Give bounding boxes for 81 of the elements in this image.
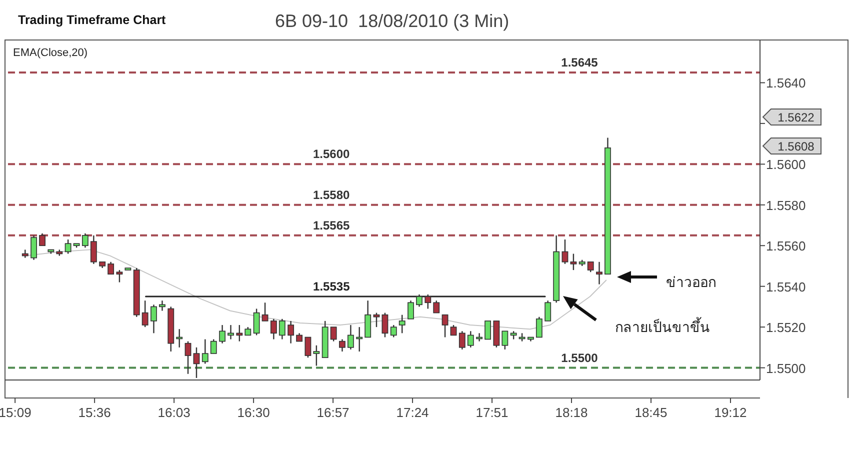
candlestick xyxy=(193,346,200,379)
text: 1.5622 xyxy=(778,110,815,124)
ref-line-label: 1.5565 xyxy=(313,218,350,232)
candlestick xyxy=(39,232,46,246)
ref-line-label: 1.5645 xyxy=(561,56,598,70)
candlestick xyxy=(64,238,72,254)
candlestick xyxy=(90,234,97,265)
ref-line-label: 1.5580 xyxy=(313,188,350,202)
candlestick xyxy=(587,261,594,273)
candlestick xyxy=(347,324,354,350)
candlestick xyxy=(278,318,286,340)
y-tick-label: 1.5600 xyxy=(766,157,806,172)
x-tick-label: 17:51 xyxy=(476,405,508,420)
annotation: ข่าวออก xyxy=(666,275,716,291)
x-tick-label: 16:03 xyxy=(158,405,190,420)
candlestick xyxy=(502,330,508,350)
candlestick xyxy=(450,324,457,336)
chart-subtitle: 6B 09-10 18/08/2010 (3 Min) xyxy=(275,11,510,31)
candlestick xyxy=(570,253,577,271)
candlestick xyxy=(330,326,337,342)
x-tick-label: 19:12 xyxy=(714,405,747,420)
candlestick xyxy=(596,261,602,285)
candlestick xyxy=(288,320,294,344)
candlestick xyxy=(304,336,312,358)
x-tick-label: 15:09 xyxy=(0,405,32,420)
chart-title: Trading Timeframe Chart xyxy=(18,13,167,27)
x-tick-label: 16:57 xyxy=(316,405,350,420)
y-tick-label: 1.5540 xyxy=(766,279,806,294)
text: 1.5608 xyxy=(778,140,815,154)
ref-line-label: 1.5500 xyxy=(561,350,598,365)
candlestick xyxy=(236,324,243,342)
x-tick-label: 18:45 xyxy=(634,405,668,420)
y-tick-label: 1.5500 xyxy=(766,360,806,376)
candlestick xyxy=(398,314,406,334)
candlestick xyxy=(142,300,148,328)
candlestick xyxy=(433,300,440,314)
y-tick-label: 1.5560 xyxy=(766,238,806,254)
series-label: 1.5535 xyxy=(313,280,350,294)
ref-line-label: 1.5600 xyxy=(313,147,350,162)
candlestick xyxy=(228,324,234,340)
candlestick xyxy=(458,330,466,350)
y-tick-label: 1.5520 xyxy=(766,320,806,336)
candlestick xyxy=(408,300,414,320)
candlestick xyxy=(467,330,474,348)
candlestick xyxy=(219,324,226,344)
candlestick xyxy=(364,300,372,338)
candlestick xyxy=(562,238,568,265)
candlestick xyxy=(108,261,114,275)
candlestick xyxy=(253,308,260,336)
candlestick xyxy=(270,318,277,340)
candlestick xyxy=(484,320,491,340)
candlestick xyxy=(313,344,320,366)
x-tick-label: 17:24 xyxy=(396,405,429,420)
candlestick xyxy=(339,338,346,352)
candlestick xyxy=(373,312,380,328)
candlestick xyxy=(82,232,88,248)
y-tick-label: 1.5640 xyxy=(766,76,806,91)
candlestick xyxy=(476,332,483,342)
candlestick xyxy=(150,304,157,334)
annotation: EMA(Close,20) xyxy=(13,47,88,59)
candlestick xyxy=(116,269,123,283)
annotation: กลายเป็นขาขึ้น xyxy=(615,317,710,336)
candlestick xyxy=(159,300,166,312)
candlestick xyxy=(202,338,208,364)
candlestick xyxy=(390,324,397,338)
candlestick xyxy=(30,234,38,260)
x-tick-label: 16:30 xyxy=(237,405,270,420)
candlestick xyxy=(416,294,422,308)
candlestick xyxy=(536,316,542,338)
x-tick-label: 18:18 xyxy=(555,405,588,420)
candlestick xyxy=(382,312,388,338)
candlestick xyxy=(184,340,192,374)
candlestick xyxy=(262,302,268,322)
candlestick xyxy=(356,326,363,352)
candlestick xyxy=(544,300,552,322)
candlestick xyxy=(442,314,448,338)
candlestick xyxy=(176,328,183,348)
y-tick-label: 1.5580 xyxy=(766,198,806,213)
candlestick xyxy=(424,294,432,310)
candlestick xyxy=(210,338,217,354)
x-tick-label: 15:36 xyxy=(78,405,111,420)
